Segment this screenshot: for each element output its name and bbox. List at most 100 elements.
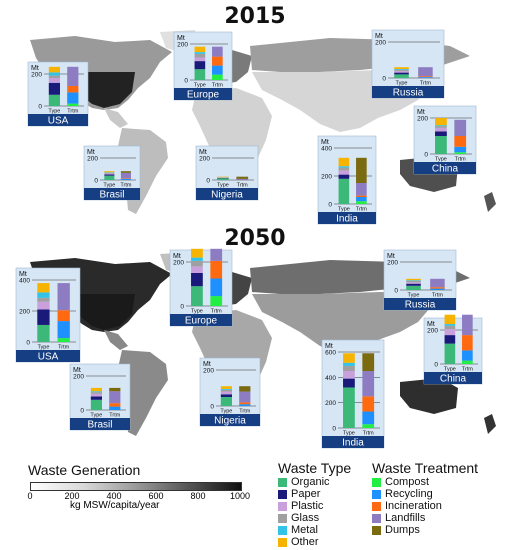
inset-y-tick-label: 200: [173, 260, 184, 267]
inset-bar-segment-treatment-dumps: [239, 386, 251, 392]
waste-treatment-label: Dumps: [385, 524, 420, 536]
inset-bar-segment-treatment-incineration: [212, 56, 223, 66]
inset-label-bar: [424, 372, 482, 384]
inset-bar-segment-type-paper: [48, 82, 60, 95]
inset-bar-segment-type-metal: [104, 172, 115, 173]
inset-unit-label: Mt: [87, 149, 95, 156]
waste-type-title: Waste Type: [278, 460, 352, 476]
map-region-australia: [400, 378, 458, 414]
inset-bar-segment-type-other: [37, 283, 50, 293]
inset-bar-segment-type-organic: [444, 343, 456, 364]
inset-bar-segment-type-metal: [37, 292, 50, 298]
waste-generation-legend: Waste Generation: [28, 462, 140, 478]
inset-bar-segment-treatment-compost: [210, 296, 223, 306]
inset-label-bar: [372, 86, 444, 98]
inset-region-label: Europe: [187, 90, 220, 101]
inset-bar-segment-type-plastic: [338, 170, 350, 175]
waste-type-swatch: [278, 501, 287, 511]
inset-bar-segment-type-glass: [435, 126, 447, 128]
inset-chart-usa-2050: USA Mt 0 200 400 Type Trtm: [15, 267, 81, 363]
map-region-south-america: [118, 350, 168, 436]
inset-x-tick-label: Trtm: [109, 413, 121, 419]
inset-bar-segment-treatment-recycling: [462, 350, 473, 361]
inset-y-tick-label: 200: [199, 156, 210, 163]
inset-bar-segment-type-other: [191, 248, 203, 258]
inset-bar-segment-treatment-landfills: [109, 391, 121, 404]
inset-label-bar: [322, 436, 384, 448]
inset-x-tick-label: Type: [90, 413, 102, 419]
inset-label-bar: [196, 188, 258, 200]
inset-label-bar: [174, 88, 232, 100]
inset-y-tick-label: 200: [177, 42, 188, 49]
inset-y-tick-label: 0: [382, 76, 386, 83]
inset-y-tick-label: 200: [73, 374, 84, 381]
inset-unit-label: Mt: [427, 321, 435, 328]
inset-y-tick-label: 0: [394, 288, 398, 295]
inset-x-tick-label: Trtm: [237, 183, 249, 189]
inset-bar-segment-type-other: [220, 386, 232, 389]
inset-bar-segment-treatment-dumps: [236, 176, 249, 179]
inset-bar-segment-treatment-recycling: [120, 178, 131, 180]
waste-treatment-label: Compost: [385, 476, 430, 488]
inset-y-tick-label: 600: [325, 350, 336, 357]
inset-bar-segment-type-glass: [338, 167, 350, 171]
inset-chart-europe-2015: Europe Mt 0 200 Type Trtm: [173, 31, 233, 101]
inset-unit-label: Mt: [203, 361, 211, 368]
inset-bar-segment-treatment-dumps: [356, 157, 367, 183]
waste-treatment-legend-item: Compost: [372, 476, 478, 488]
inset-bar-segment-type-paper: [220, 394, 232, 397]
inset-y-tick-label: 0: [184, 78, 188, 85]
inset-region-label: Russia: [393, 88, 424, 99]
inset-region-label: Europe: [185, 316, 218, 327]
inset-bar-segment-treatment-landfills: [120, 172, 131, 179]
inset-bar-segment-type-metal: [406, 280, 421, 281]
inset-bar-segment-treatment-compost: [362, 424, 375, 428]
inset-bar-segment-type-glass: [406, 280, 421, 283]
inset-x-tick-label: Type: [103, 183, 115, 189]
inset-bar-segment-type-glass: [37, 297, 50, 302]
inset-unit-label: Mt: [19, 271, 27, 278]
inset-bar-segment-type-paper: [338, 174, 350, 179]
inset-bar-segment-type-organic: [394, 74, 409, 78]
inset-region-label: Brasil: [87, 420, 112, 431]
inset-x-tick-label: Trtm: [462, 367, 474, 373]
inset-chart-nigeria-2015: Nigeria Mt 0 200 Type Trtm: [195, 145, 259, 201]
inset-bar-segment-type-metal: [343, 362, 355, 366]
inset-y-tick-label: 0: [80, 408, 84, 415]
inset-y-tick-label: 0: [424, 152, 428, 159]
waste-type-legend-item: Paper: [278, 488, 351, 500]
inset-bar-segment-treatment-incineration: [356, 195, 367, 197]
waste-type-legend-item: Plastic: [278, 500, 351, 512]
waste-treatment-swatch: [372, 477, 381, 487]
inset-bar-segment-treatment-recycling: [356, 197, 367, 202]
inset-x-tick-label: Type: [220, 409, 232, 415]
inset-y-tick-label: 0: [38, 104, 42, 111]
inset-x-tick-label: Trtm: [120, 183, 132, 189]
map-region-central-america: [104, 108, 128, 128]
inset-bar-segment-treatment-landfills: [210, 248, 223, 261]
inset-region-label: India: [342, 438, 364, 449]
inset-unit-label: Mt: [31, 65, 39, 72]
inset-bar-segment-type-plastic: [48, 78, 60, 83]
inset-region-label: China: [440, 374, 467, 385]
inset-bar-segment-type-glass: [343, 365, 355, 371]
inset-bar-segment-type-other: [343, 353, 355, 363]
inset-unit-label: Mt: [417, 109, 425, 116]
inset-y-tick-label: 200: [375, 40, 386, 47]
inset-label-bar: [70, 418, 130, 430]
inset-y-tick-label: 200: [387, 260, 398, 267]
inset-bar-segment-type-glass: [48, 75, 60, 78]
inset-bar-segment-type-organic: [90, 399, 102, 410]
inset-x-tick-label: Type: [191, 309, 203, 315]
inset-bar-segment-treatment-dumps: [109, 387, 121, 392]
inset-bar-segment-treatment-incineration: [430, 287, 445, 289]
inset-unit-label: Mt: [325, 343, 333, 350]
map-region-new-zealand: [484, 414, 496, 434]
inset-bar-segment-type-glass: [394, 69, 409, 72]
inset-x-tick-label: Trtm: [239, 409, 251, 415]
inset-bar-segment-type-plastic: [220, 391, 232, 395]
inset-bar-segment-type-metal: [444, 324, 456, 326]
inset-unit-label: Mt: [177, 35, 185, 42]
inset-y-tick-label: 400: [325, 375, 336, 382]
inset-x-tick-label: Type: [444, 367, 456, 373]
